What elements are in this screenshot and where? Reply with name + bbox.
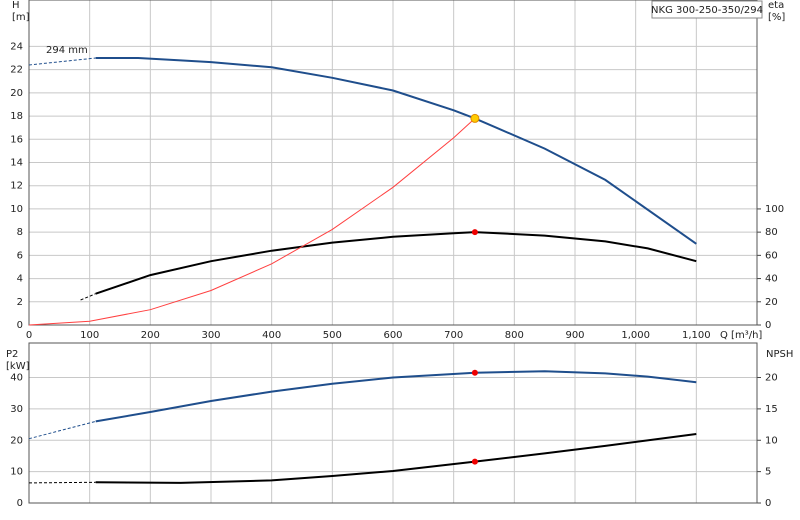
y-tick-label: 0: [17, 320, 23, 331]
y2-tick-label: 10: [765, 435, 778, 446]
curve: [80, 293, 96, 301]
curve: [95, 57, 697, 245]
x-tick-label: 800: [505, 330, 524, 341]
y2-tick-label: 15: [765, 404, 778, 415]
y2-tick-label: 80: [765, 227, 778, 238]
y2-tick-label: 20: [765, 297, 778, 308]
x-tick-label: 900: [565, 330, 584, 341]
x-tick-label: 1,000: [621, 330, 650, 341]
x-tick-label: 0: [26, 330, 32, 341]
x-tick-label: 700: [444, 330, 463, 341]
curve: [95, 231, 697, 295]
curve: [95, 433, 697, 484]
x-tick-label: 200: [141, 330, 160, 341]
y-unit: [kW]: [6, 361, 30, 372]
y-tick-label: 30: [10, 404, 23, 415]
y-tick-label: 22: [10, 65, 23, 76]
plots: 0 100 200 300 400 500 600 700 800 900 1,000 1,10002…: [10, 0, 784, 509]
duty-point: [471, 458, 478, 465]
y2-tick-label: 40: [765, 274, 778, 285]
y2-tick-label: 0: [765, 498, 771, 509]
x-tick-label: 400: [262, 330, 281, 341]
y-tick-label: 18: [10, 111, 23, 122]
plot-frame: [28, 342, 758, 504]
y-tick-label: 16: [10, 134, 23, 145]
x-tick-label: 300: [201, 330, 220, 341]
y-label: P2: [6, 349, 18, 360]
y-tick-label: 10: [10, 204, 23, 215]
plot-frame: [28, 0, 758, 326]
annotation: 294 mm: [46, 45, 88, 56]
y-tick-label: 14: [10, 158, 23, 169]
y-tick-label: 12: [10, 181, 23, 192]
duty-point: [471, 229, 478, 236]
title-box: [651, 0, 763, 19]
y2-label: eta: [768, 0, 784, 11]
y-tick-label: 10: [10, 467, 23, 478]
y-tick-label: 40: [10, 373, 23, 384]
y2-tick-label: 60: [765, 250, 778, 261]
y-tick-label: 20: [10, 88, 23, 99]
y-tick-label: 20: [10, 435, 23, 446]
y-unit: [m]: [12, 12, 30, 23]
y2-tick-label: 20: [765, 373, 778, 384]
x-tick-label: 500: [323, 330, 342, 341]
x-tick-label: 1,100: [682, 330, 711, 341]
y-tick-label: 8: [17, 227, 23, 238]
curve: [95, 370, 697, 423]
curve: [28, 481, 96, 484]
y2-tick-label: 100: [765, 204, 784, 215]
x-label: Q [m³/h]: [720, 330, 762, 341]
y-label: H: [12, 0, 20, 11]
y-tick-label: 6: [17, 250, 23, 261]
duty-point: [470, 113, 480, 123]
y-tick-label: 2: [17, 297, 23, 308]
y2-label: NPSH: [766, 349, 793, 360]
curve: [28, 118, 476, 326]
duty-point: [471, 369, 478, 376]
x-tick-label: 600: [383, 330, 402, 341]
y2-tick-label: 5: [765, 467, 771, 478]
y-tick-label: 24: [10, 41, 23, 52]
y-tick-label: 0: [17, 498, 23, 509]
curve: [28, 420, 96, 440]
chart-title: NKG 300-250-350/294: [651, 5, 763, 16]
y-tick-label: 4: [17, 274, 23, 285]
y2-tick-label: 0: [765, 320, 771, 331]
x-tick-label: 100: [80, 330, 99, 341]
y2-unit: [%]: [768, 12, 785, 23]
curve: [28, 57, 96, 66]
